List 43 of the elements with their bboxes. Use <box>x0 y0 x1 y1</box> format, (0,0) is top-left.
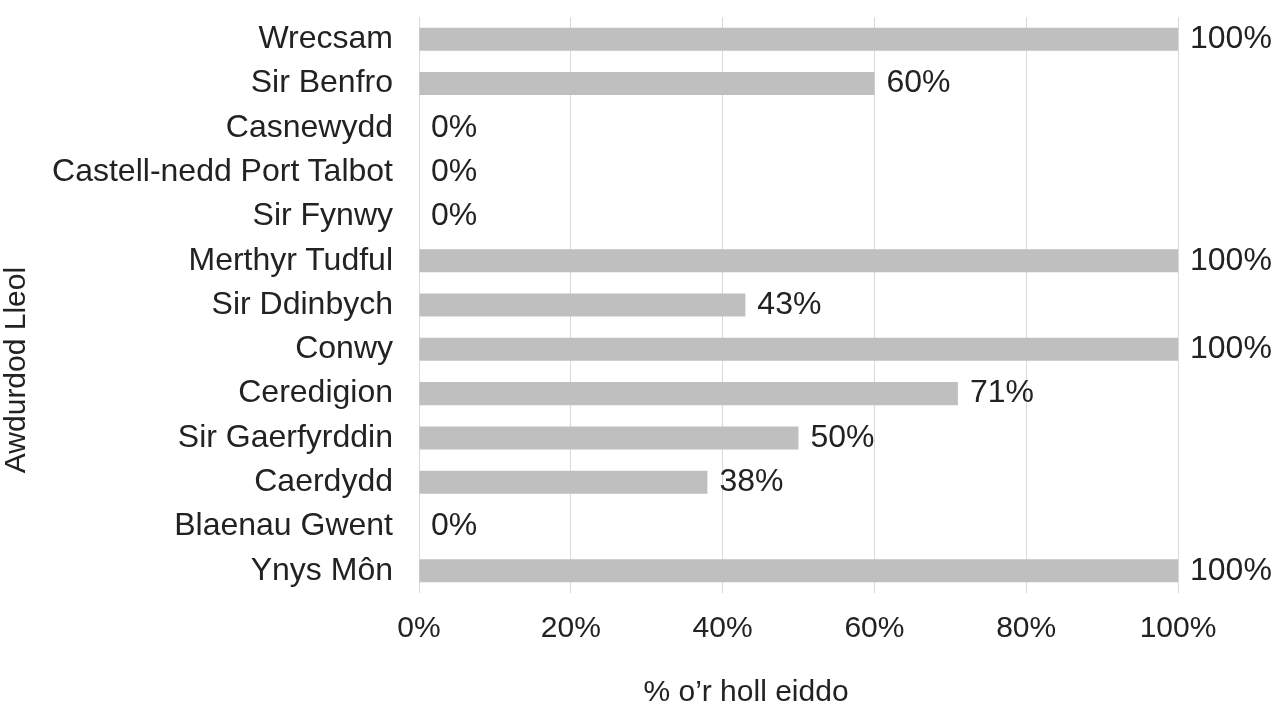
bar <box>419 426 799 450</box>
x-tick-label: 100% <box>1139 610 1217 644</box>
data-label: 60% <box>886 63 951 100</box>
y-tick-label: Ynys Môn <box>250 550 393 587</box>
data-label: 100% <box>1190 18 1272 55</box>
y-tick-label: Ceredigion <box>238 373 393 410</box>
y-axis-title: Awdurdod Lleol <box>0 266 32 474</box>
bar <box>419 249 1178 273</box>
y-tick-label: Sir Gaerfyrddin <box>177 417 393 454</box>
bar <box>419 559 1178 583</box>
bar <box>419 71 875 95</box>
y-tick-label: Caerdydd <box>254 462 393 499</box>
data-label: 50% <box>810 417 875 454</box>
y-tick-label: Blaenau Gwent <box>174 506 394 543</box>
bar <box>419 470 708 494</box>
x-tick-label: 60% <box>844 610 905 644</box>
x-axis-title: % o’r holl eiddo <box>643 674 849 708</box>
x-tick-label: 80% <box>996 610 1057 644</box>
data-label: 71% <box>969 373 1034 410</box>
x-tick-label: 40% <box>692 610 753 644</box>
y-tick-label: Merthyr Tudful <box>188 240 393 277</box>
x-tick-label: 20% <box>540 610 601 644</box>
data-label: 100% <box>1190 240 1272 277</box>
data-label: 0% <box>431 151 478 188</box>
data-label: 0% <box>431 107 478 144</box>
y-tick-label: Castell-nedd Port Talbot <box>52 151 394 188</box>
y-tick-label: Sir Fynwy <box>252 196 393 233</box>
y-tick-label: Casnewydd <box>225 107 393 144</box>
y-tick-label: Wrecsam <box>258 18 393 55</box>
bar <box>419 293 746 317</box>
bar <box>419 382 958 406</box>
bar <box>419 27 1178 51</box>
data-label: 100% <box>1190 329 1272 366</box>
y-tick-label: Sir Benfro <box>250 63 393 100</box>
data-label: 38% <box>719 462 784 499</box>
x-tick-label: 0% <box>397 610 441 644</box>
data-label: 43% <box>757 284 822 321</box>
data-label: 100% <box>1190 550 1272 587</box>
y-tick-label: Sir Ddinbych <box>211 284 393 321</box>
bar <box>419 337 1178 361</box>
y-tick-label: Conwy <box>295 329 393 366</box>
data-label: 0% <box>431 506 478 543</box>
data-label: 0% <box>431 196 478 233</box>
